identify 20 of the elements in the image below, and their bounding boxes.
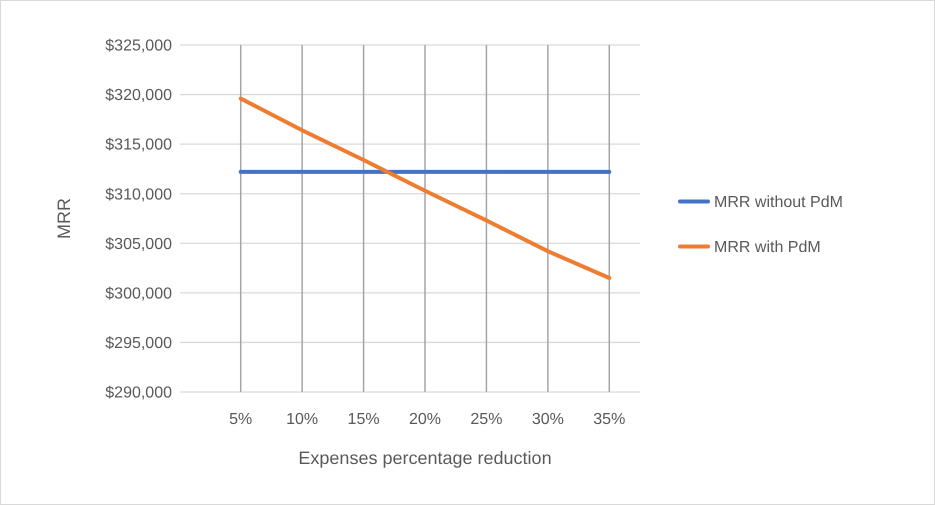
- y-tick-label: $315,000: [105, 136, 172, 154]
- line-series: [238, 96, 612, 280]
- y-tick-label: $305,000: [105, 236, 172, 253]
- x-axis-title: Expenses percentage reduction: [298, 448, 552, 468]
- y-tick-label: $295,000: [105, 335, 172, 352]
- y-tick-label: $325,000: [105, 38, 172, 55]
- legend-label: MRR with PdM: [714, 239, 821, 256]
- legend-label: MRR without PdM: [714, 194, 843, 212]
- y-tick-label: $310,000: [105, 186, 172, 204]
- x-tick-label: 20%: [408, 411, 442, 428]
- x-tick-label: 35%: [593, 411, 626, 428]
- x-tick-label: 15%: [348, 411, 380, 428]
- x-tick-label: 30%: [532, 411, 564, 428]
- x-tick-label: 10%: [286, 411, 318, 428]
- y-tick-label: $290,000: [105, 384, 172, 402]
- y-tick-label: $320,000: [105, 87, 172, 104]
- y-tick-label: $300,000: [105, 285, 172, 302]
- y-axis-title: MRR: [54, 198, 74, 239]
- x-tick-label: 25%: [470, 411, 502, 428]
- x-tick-label: 5%: [229, 411, 252, 428]
